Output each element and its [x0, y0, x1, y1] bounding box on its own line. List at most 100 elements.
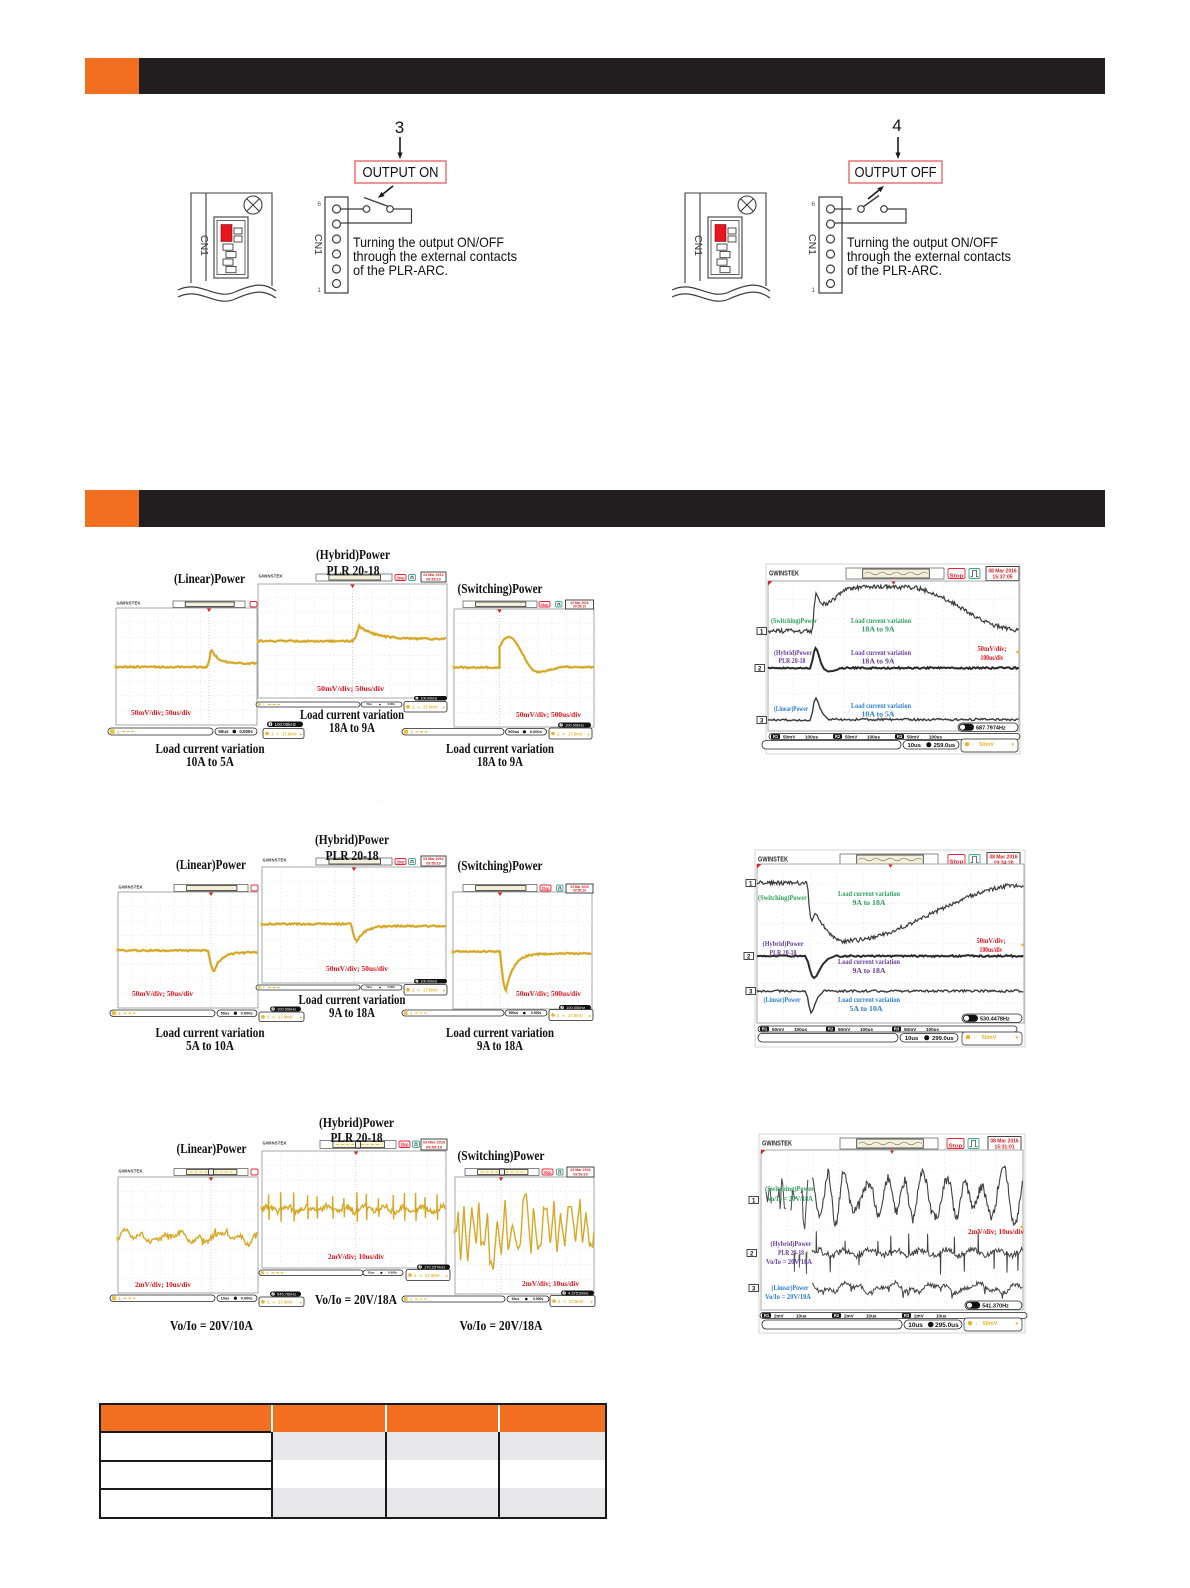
- svg-text:GWINSTEK: GWINSTEK: [263, 1141, 287, 1146]
- svg-text:100us: 100us: [926, 1027, 939, 1032]
- svg-text:0.000s: 0.000s: [531, 1011, 541, 1015]
- svg-text:through the external contacts: through the external contacts: [353, 248, 517, 264]
- svg-text:50us: 50us: [366, 703, 372, 706]
- svg-text:0.000s: 0.000s: [533, 1297, 543, 1301]
- svg-text:2mV/div; 10us/div: 2mV/div; 10us/div: [328, 1252, 384, 1261]
- svg-text:4: 4: [892, 116, 901, 135]
- svg-text:100us: 100us: [860, 1027, 873, 1032]
- svg-text:100.00kHz: 100.00kHz: [421, 979, 438, 983]
- svg-text:50mV: 50mV: [907, 734, 920, 739]
- svg-text:3: 3: [760, 718, 764, 724]
- svg-text:∿: ∿: [276, 731, 280, 736]
- svg-text:6: 6: [811, 201, 815, 208]
- svg-text:2mV/div; 10us/div: 2mV/div; 10us/div: [522, 1279, 579, 1288]
- svg-text:3: 3: [749, 989, 753, 995]
- svg-text:GWINSTEK: GWINSTEK: [119, 1169, 143, 1174]
- svg-text:Vo/Io = 20V/18A: Vo/Io = 20V/18A: [315, 1293, 398, 1308]
- svg-text:▾: ▾: [1014, 1321, 1018, 1327]
- svg-text:PLR 20-18: PLR 20-18: [778, 1250, 804, 1257]
- svg-text:541.370Hz: 541.370Hz: [982, 1304, 1009, 1310]
- svg-text:1: 1: [760, 629, 764, 635]
- svg-text:PLR 20-18: PLR 20-18: [326, 849, 379, 864]
- svg-text:GWINSTEK: GWINSTEK: [762, 1141, 792, 1148]
- svg-text:Stop: Stop: [544, 1170, 552, 1175]
- svg-text:17.0mV: 17.0mV: [278, 1015, 293, 1020]
- svg-text:GWINSTEK: GWINSTEK: [769, 571, 799, 578]
- svg-text:Vo/Io = 20V/18A: Vo/Io = 20V/18A: [460, 1319, 544, 1334]
- svg-text:17.0mV: 17.0mV: [423, 988, 438, 993]
- svg-text:(Switching)Power: (Switching)Power: [758, 895, 807, 902]
- svg-text:1: 1: [267, 1300, 270, 1305]
- svg-text:17.0mV: 17.0mV: [278, 1300, 293, 1305]
- svg-text:CN1: CN1: [806, 234, 818, 255]
- svg-text:CN1: CN1: [312, 234, 324, 255]
- svg-text:R2: R2: [828, 1027, 834, 1032]
- svg-text:50mV: 50mV: [983, 1321, 998, 1327]
- svg-text:(Switching)Power: (Switching)Power: [458, 859, 543, 874]
- svg-text:100us: 100us: [805, 734, 818, 739]
- svg-text:2: 2: [750, 1251, 754, 1257]
- svg-text:Load current variation: Load current variation: [156, 1026, 265, 1041]
- svg-text:Stop: Stop: [397, 859, 405, 864]
- svg-text:▾: ▾: [1010, 742, 1014, 748]
- svg-text:Stop: Stop: [950, 859, 965, 865]
- svg-text:GWINSTEK: GWINSTEK: [758, 857, 788, 864]
- svg-text:0.000s: 0.000s: [388, 703, 396, 706]
- svg-text:R1: R1: [764, 1313, 770, 1318]
- svg-text:0.000s: 0.000s: [388, 986, 396, 989]
- svg-text:R2: R2: [835, 734, 841, 739]
- svg-text:Stop: Stop: [949, 1143, 964, 1149]
- svg-text:1: 1: [414, 1273, 417, 1278]
- svg-text:Load current variation: Load current variation: [851, 703, 911, 710]
- svg-text:1: 1: [752, 1198, 756, 1204]
- svg-text:03 Mar 2016: 03 Mar 2016: [423, 857, 443, 861]
- svg-text:09:59:19: 09:59:19: [426, 1144, 443, 1149]
- svg-text:(Linear)Power: (Linear)Power: [772, 1285, 809, 1292]
- svg-text:f: f: [560, 723, 562, 727]
- svg-text:170.297kHz: 170.297kHz: [424, 1264, 445, 1269]
- svg-text:(Hybrid)Power: (Hybrid)Power: [774, 650, 812, 657]
- svg-text:(Linear)Power: (Linear)Power: [176, 858, 246, 873]
- svg-text:100us/div: 100us/div: [980, 946, 1003, 954]
- svg-text:18A to 9A: 18A to 9A: [862, 627, 895, 634]
- svg-text:∿: ∿: [272, 1300, 276, 1305]
- svg-text:1: 1: [119, 1296, 122, 1301]
- svg-text:1: 1: [317, 287, 321, 294]
- svg-text:GWINSTEK: GWINSTEK: [117, 601, 141, 606]
- svg-text:Turning the output ON/OFF: Turning the output ON/OFF: [353, 234, 504, 250]
- svg-text:299.0us: 299.0us: [932, 1036, 954, 1042]
- svg-text:PLR 20-18: PLR 20-18: [331, 1131, 383, 1146]
- svg-text:10A to 5A: 10A to 5A: [186, 755, 235, 770]
- svg-text:▸: ▸: [588, 1013, 592, 1018]
- svg-text:∿: ∿: [417, 988, 421, 993]
- svg-text:50us: 50us: [221, 1011, 230, 1016]
- svg-text:Vo/Io = 20V/10A: Vo/Io = 20V/10A: [170, 1319, 254, 1334]
- svg-text:500us: 500us: [509, 1011, 519, 1015]
- svg-text:0.000s: 0.000s: [241, 1296, 253, 1301]
- svg-text:(Switching)Power: (Switching)Power: [771, 618, 817, 625]
- svg-text:09:59:19: 09:59:19: [573, 889, 586, 893]
- svg-text:2: 2: [747, 954, 751, 960]
- svg-text:Stop: Stop: [541, 602, 549, 607]
- svg-text:(Hybrid)Power: (Hybrid)Power: [771, 1241, 812, 1248]
- svg-text:50us: 50us: [366, 986, 372, 989]
- svg-text:Load current variation: Load current variation: [851, 618, 911, 625]
- svg-text:1: 1: [558, 1299, 561, 1304]
- svg-text:50mV/div; 50us/div: 50mV/div; 50us/div: [132, 989, 193, 998]
- svg-text:17.0mV: 17.0mV: [568, 731, 583, 736]
- svg-text:↓: ↓: [975, 1321, 978, 1327]
- svg-text:↓: ↓: [972, 742, 975, 748]
- svg-text:of the PLR-ARC.: of the PLR-ARC.: [847, 262, 942, 278]
- svg-text:1: 1: [410, 1011, 412, 1015]
- svg-text:10us: 10us: [905, 1036, 919, 1042]
- svg-text:R3: R3: [897, 734, 903, 739]
- svg-text:10A to 5A: 10A to 5A: [862, 712, 895, 719]
- svg-text:1: 1: [412, 988, 415, 993]
- svg-text:1: 1: [271, 731, 274, 736]
- svg-text:50mV: 50mV: [772, 1027, 785, 1032]
- svg-text:0.000s: 0.000s: [388, 1271, 397, 1275]
- svg-text:0.000s: 0.000s: [239, 729, 253, 734]
- svg-text:GWINSTEK: GWINSTEK: [259, 574, 283, 579]
- svg-text:Load current variation: Load current variation: [299, 993, 406, 1008]
- svg-text:∿: ∿: [272, 1015, 276, 1020]
